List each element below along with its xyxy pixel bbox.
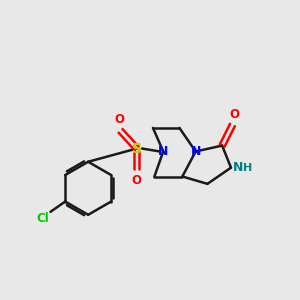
Text: N: N <box>232 161 243 174</box>
Text: O: O <box>132 174 142 188</box>
Text: H: H <box>243 163 253 173</box>
Text: S: S <box>132 142 142 155</box>
Text: N: N <box>190 145 201 158</box>
Text: O: O <box>229 108 239 121</box>
Text: O: O <box>114 112 124 126</box>
Text: N: N <box>158 145 168 158</box>
Text: S: S <box>132 142 142 155</box>
Text: Cl: Cl <box>36 212 49 225</box>
